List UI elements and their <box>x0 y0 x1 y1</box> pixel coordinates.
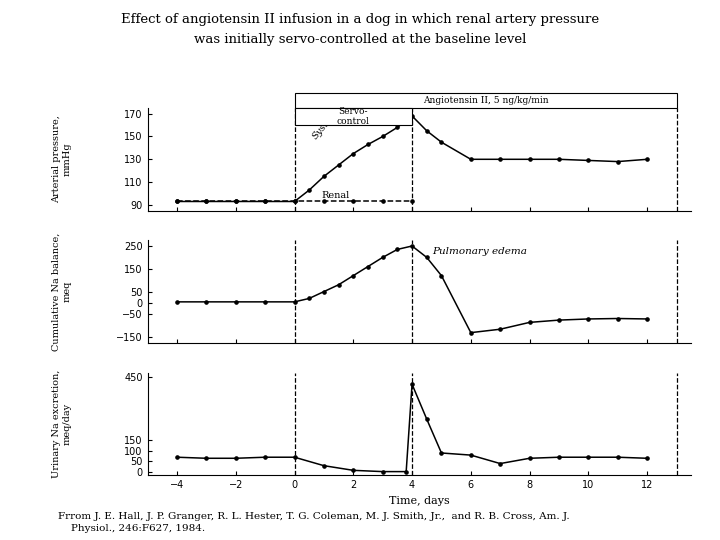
X-axis label: Time, days: Time, days <box>389 496 450 505</box>
Y-axis label: Cumulative Na balance,
meq: Cumulative Na balance, meq <box>52 232 71 351</box>
Text: was initially servo-controlled at the baseline level: was initially servo-controlled at the ba… <box>194 33 526 46</box>
Text: Effect of angiotensin II infusion in a dog in which renal artery pressure: Effect of angiotensin II infusion in a d… <box>121 14 599 26</box>
Text: Servo-
control: Servo- control <box>337 107 370 126</box>
Text: Angiotensin II, 5 ng/kg/min: Angiotensin II, 5 ng/kg/min <box>423 96 549 105</box>
Y-axis label: Arterial pressure,
mmHg: Arterial pressure, mmHg <box>52 116 71 203</box>
Text: Systemic: Systemic <box>310 101 346 141</box>
Text: Pulmonary edema: Pulmonary edema <box>433 247 528 256</box>
Text: Renal: Renal <box>321 191 349 200</box>
Y-axis label: Urinary Na excretion,
meq/day: Urinary Na excretion, meq/day <box>52 370 71 478</box>
Text: Physiol., 246:F627, 1984.: Physiol., 246:F627, 1984. <box>58 524 204 533</box>
Text: Frrom J. E. Hall, J. P. Granger, R. L. Hester, T. G. Coleman, M. J. Smith, Jr., : Frrom J. E. Hall, J. P. Granger, R. L. H… <box>58 512 570 521</box>
